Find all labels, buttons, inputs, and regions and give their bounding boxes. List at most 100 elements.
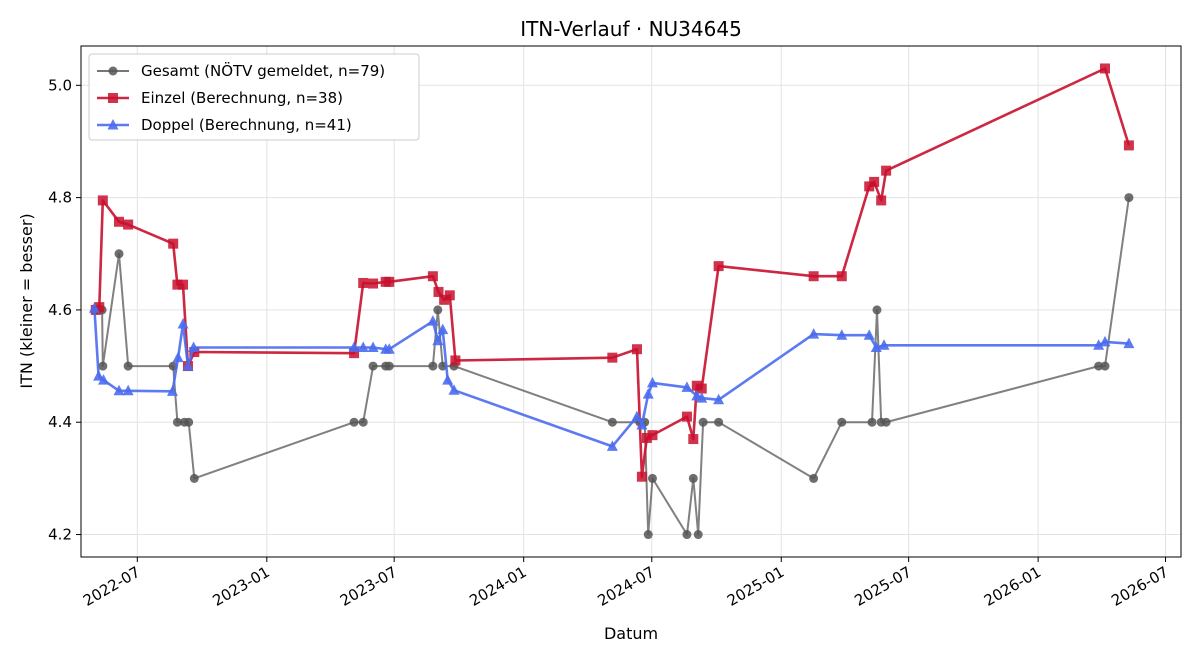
data-point-gesamt xyxy=(872,305,882,315)
data-point-einzel xyxy=(808,271,819,282)
data-point-gesamt xyxy=(809,473,819,483)
legend: Gesamt (NÖTV gemeldet, n=79) Einzel (Bere… xyxy=(88,53,420,141)
data-point-doppel xyxy=(631,410,643,422)
data-point-einzel xyxy=(358,277,369,288)
data-point-doppel xyxy=(808,328,820,339)
y-tick-label: 4.8 xyxy=(48,189,72,207)
data-point-doppel xyxy=(636,419,648,430)
data-point-einzel xyxy=(178,279,189,290)
x-axis-title: Datum xyxy=(604,624,658,643)
data-point-doppel xyxy=(357,341,369,353)
legend-label-einzel: Einzel (Berechnung, n=38) xyxy=(141,89,343,107)
data-point-gesamt xyxy=(647,473,657,483)
data-point-gesamt xyxy=(1100,361,1110,371)
data-point-doppel xyxy=(427,315,439,326)
data-point-einzel xyxy=(123,219,134,230)
data-point-einzel xyxy=(349,348,360,359)
data-point-doppel xyxy=(863,329,875,340)
series-layer xyxy=(88,63,1135,540)
data-point-doppel xyxy=(93,370,105,381)
data-point-einzel xyxy=(607,352,618,363)
data-point-einzel xyxy=(876,195,887,206)
data-point-gesamt xyxy=(368,361,378,371)
data-point-gesamt xyxy=(189,473,199,483)
data-point-gesamt xyxy=(123,361,133,371)
data-point-doppel xyxy=(172,351,184,363)
data-point-einzel xyxy=(881,165,892,176)
data-point-gesamt xyxy=(428,361,438,371)
data-point-doppel xyxy=(437,323,449,335)
data-point-einzel xyxy=(384,276,395,287)
data-point-gesamt xyxy=(688,473,698,483)
data-point-doppel xyxy=(696,392,708,403)
data-point-einzel xyxy=(688,434,699,445)
data-point-einzel xyxy=(94,302,105,313)
y-axis: 4.2 4.4 4.6 4.8 5.0 xyxy=(48,76,81,544)
data-point-einzel xyxy=(681,411,692,422)
series-doppel xyxy=(88,302,1135,451)
data-point-gesamt xyxy=(643,530,653,540)
data-point-einzel xyxy=(368,278,379,289)
data-point-gesamt xyxy=(693,530,703,540)
y-axis-title: ITN (kleiner = besser) xyxy=(17,213,36,388)
data-point-gesamt xyxy=(114,249,124,259)
legend-label-gesamt: Gesamt (NÖTV gemeldet, n=79) xyxy=(141,61,385,80)
y-tick-label: 4.2 xyxy=(48,526,72,544)
data-point-doppel xyxy=(182,360,194,371)
data-point-gesamt xyxy=(682,530,692,540)
data-point-einzel xyxy=(631,344,642,355)
data-point-doppel xyxy=(113,384,125,396)
series-gesamt xyxy=(91,193,1134,540)
data-point-doppel xyxy=(1099,335,1111,347)
data-point-gesamt xyxy=(384,361,394,371)
data-point-doppel xyxy=(646,376,658,388)
data-point-einzel xyxy=(641,432,652,443)
data-point-doppel xyxy=(713,393,725,405)
data-point-gesamt xyxy=(867,417,877,427)
data-point-gesamt xyxy=(1124,193,1134,203)
data-point-gesamt xyxy=(714,417,724,427)
legend-marker-doppel xyxy=(107,119,119,130)
y-tick-label: 4.6 xyxy=(48,301,72,319)
data-point-gesamt xyxy=(433,305,443,315)
data-point-doppel xyxy=(166,385,178,396)
data-point-doppel xyxy=(88,302,100,313)
data-point-einzel xyxy=(836,271,847,282)
data-point-doppel xyxy=(1123,337,1135,349)
data-point-doppel xyxy=(177,317,189,329)
data-point-doppel xyxy=(606,440,618,451)
data-point-doppel xyxy=(442,374,454,385)
y-tick-label: 4.4 xyxy=(48,413,72,431)
data-point-doppel xyxy=(1093,339,1105,350)
data-point-einzel xyxy=(636,471,647,482)
data-point-einzel xyxy=(168,238,179,249)
data-point-einzel xyxy=(433,286,444,297)
data-point-einzel xyxy=(172,279,183,290)
data-point-doppel xyxy=(122,384,134,396)
data-point-gesamt xyxy=(837,417,847,427)
plot-frame xyxy=(80,45,1182,558)
data-point-doppel xyxy=(448,384,460,395)
data-point-einzel xyxy=(97,195,108,206)
data-point-gesamt xyxy=(698,417,708,427)
data-point-doppel xyxy=(188,341,200,353)
data-point-doppel xyxy=(642,388,654,399)
data-point-doppel xyxy=(681,381,693,392)
data-point-doppel xyxy=(98,374,110,385)
data-point-gesamt xyxy=(349,417,359,427)
data-point-gesamt xyxy=(881,417,891,427)
data-point-doppel xyxy=(383,343,395,354)
legend-box xyxy=(88,53,420,141)
data-point-einzel xyxy=(1099,63,1110,74)
data-point-einzel xyxy=(869,176,880,187)
y-tick-label: 5.0 xyxy=(48,76,72,94)
data-point-gesamt xyxy=(358,417,368,427)
data-point-einzel xyxy=(713,261,724,272)
data-point-doppel xyxy=(836,329,848,340)
data-point-einzel xyxy=(427,271,438,282)
chart-title: ITN-Verlauf · NU34645 xyxy=(520,17,742,41)
data-point-einzel xyxy=(450,355,461,366)
data-point-einzel xyxy=(696,383,707,394)
legend-label-doppel: Doppel (Berechnung, n=41) xyxy=(141,116,352,134)
